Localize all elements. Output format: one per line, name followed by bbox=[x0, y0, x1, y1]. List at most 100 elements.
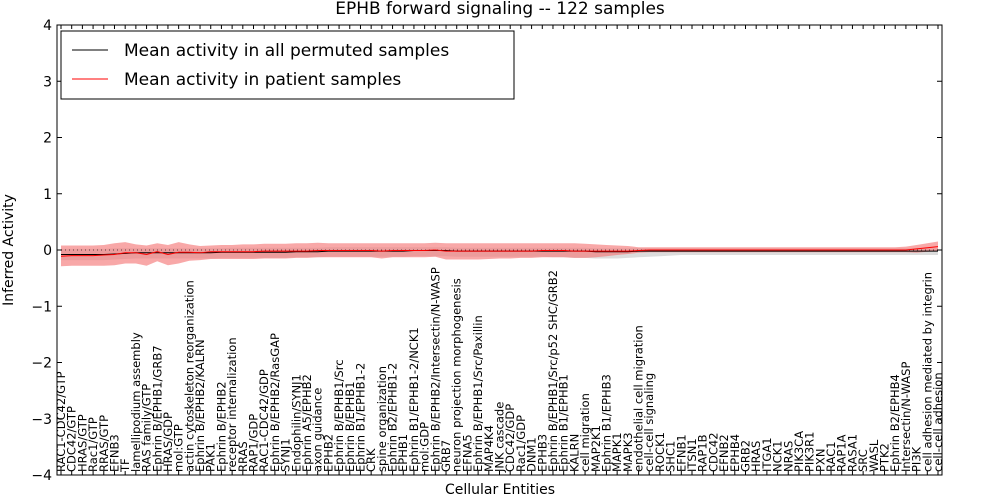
x-tick-label: Rac1/GTP bbox=[86, 417, 100, 472]
x-tick-label: EFNB1 bbox=[674, 434, 688, 472]
x-tick-label: NCK1 bbox=[771, 441, 785, 473]
x-tick-label: RAP1B bbox=[696, 434, 710, 472]
x-axis-label: Cellular Entities bbox=[445, 482, 555, 498]
x-tick-label: ITSN1 bbox=[685, 438, 699, 472]
x-tick-label: CRK bbox=[364, 448, 378, 472]
x-tick-label: actin cytoskeleton reorganization bbox=[182, 280, 196, 472]
x-tick-label: Ephrin B/EPHB2/KALRN bbox=[193, 339, 207, 472]
x-tick-label: EFNB3 bbox=[107, 434, 121, 472]
x-tick-label: Ephrin B/EPHB2/Intersectin/N-WASP bbox=[428, 267, 442, 472]
x-tick-label: spine organization bbox=[375, 366, 389, 472]
x-tick-label: CDC42/GDP bbox=[503, 404, 517, 472]
x-tick-label: MAPK3 bbox=[621, 432, 635, 472]
y-tick-label: 3 bbox=[43, 74, 52, 90]
x-tick-label: cell migration bbox=[578, 393, 592, 472]
x-tick-label: RAC1 bbox=[824, 441, 838, 472]
x-tick-label: RAS family/GTP bbox=[140, 384, 154, 472]
x-tick-label: ITGA1 bbox=[760, 437, 774, 472]
x-tick-label: Ephrin B1/EPHB1-2/NCK1 bbox=[407, 327, 421, 472]
x-tick-label: EFNA5 bbox=[460, 434, 474, 472]
x-tick-label: Ephrin B/EPHB2/RasGAP bbox=[268, 333, 282, 472]
x-tick-label: Ephrin B1/EPHB3 bbox=[599, 374, 613, 472]
y-tick-label: −1 bbox=[31, 299, 52, 315]
x-tick-label: Rac1/GDP bbox=[514, 415, 528, 472]
x-tick-label: SYNJ1 bbox=[279, 438, 293, 472]
x-tick-label: EPHB2 bbox=[321, 434, 335, 472]
x-tick-label: lamellipodium assembly bbox=[129, 332, 143, 472]
plot-area: RAC1-CDC42/GTPCDC42/GTPHRAS/GTPRac1/GTPR… bbox=[31, 18, 945, 484]
y-tick-label: −4 bbox=[31, 468, 52, 484]
x-tick-label: GRB2 bbox=[738, 440, 752, 472]
x-tick-label: ROCK1 bbox=[653, 432, 667, 472]
x-tick-label: Ephrin B2/EPHB1-2 bbox=[386, 363, 400, 472]
x-tick-label: HRAS bbox=[749, 441, 763, 472]
x-tick-label: cell-cell signaling bbox=[642, 373, 656, 472]
series-line-1 bbox=[60, 246, 939, 257]
x-tick-label: NRAS bbox=[781, 441, 795, 472]
x-tick-label: RRAS bbox=[236, 441, 250, 472]
x-tick-label: mol:GDP bbox=[418, 422, 432, 472]
x-tick-label: PIK3R1 bbox=[803, 432, 817, 473]
chart-title: EPHB forward signaling -- 122 samples bbox=[335, 0, 665, 19]
x-tick-label: GRB7 bbox=[439, 440, 453, 472]
x-tick-label: HRAS/GDP bbox=[161, 412, 175, 472]
x-tick-label: Ephrin B1/EPHB1-2 bbox=[353, 363, 367, 472]
x-tick-label: DNM1 bbox=[525, 437, 539, 472]
y-tick-label: 2 bbox=[43, 131, 52, 147]
x-tick-label: SRC bbox=[856, 449, 870, 472]
x-tick-label: cell adhesion mediated by integrin bbox=[920, 272, 934, 472]
x-tick-label: PI3K bbox=[910, 446, 924, 472]
x-tick-label: cell-cell adhesion bbox=[931, 372, 945, 472]
x-tick-label: MAP4K4 bbox=[482, 425, 496, 472]
x-tick-label: EFNB2 bbox=[717, 434, 731, 472]
x-tick-label: neuron projection morphogenesis bbox=[450, 278, 464, 472]
x-tick-label: RAP1/GDP bbox=[247, 414, 261, 472]
x-tick-label: Ephrin B/EPHB1/Src/Paxillin bbox=[471, 315, 485, 472]
x-tick-label: PIK3CA bbox=[792, 431, 806, 472]
x-tick-label: KALRN bbox=[567, 434, 581, 472]
x-tick-label: mol:GTP bbox=[172, 424, 186, 472]
x-tick-label: Ephrin B/EPHB2 bbox=[214, 381, 228, 472]
x-tick-label: EPHB3 bbox=[535, 434, 549, 472]
x-tick-label: MAP2K1 bbox=[589, 425, 603, 472]
y-tick-label: −3 bbox=[31, 412, 52, 428]
x-tick-label: EPHB4 bbox=[728, 434, 742, 472]
x-tick-label: PTK2 bbox=[878, 443, 892, 472]
x-tick-label: PAK1 bbox=[204, 443, 218, 472]
x-tick-label: Ephrin B/EPHB1/Src/p52 SHC/GRB2 bbox=[546, 270, 560, 472]
x-tick-label: SHC1 bbox=[664, 441, 678, 472]
x-tick-label: TF bbox=[118, 458, 132, 473]
x-tick-label: Ephrin B1/EPHB1 bbox=[557, 374, 571, 472]
x-tick-label: Ephrin B/EPHB1/Src bbox=[332, 359, 346, 472]
x-tick-label: receptor internalization bbox=[225, 337, 239, 472]
x-tick-label: RASA1 bbox=[845, 434, 859, 472]
x-tick-label: RAP1A bbox=[835, 434, 849, 472]
x-tick-label: JNK cascade bbox=[493, 402, 507, 473]
x-tick-label: Endophilin/SYNJ1 bbox=[289, 374, 303, 472]
x-tick-label: Intersectin/N-WASP bbox=[899, 362, 913, 472]
x-tick-label: CDC42/GTP bbox=[65, 406, 79, 472]
x-tick-label: Ephrin B/EPHB1/GRB7 bbox=[150, 345, 164, 472]
x-tick-label: RAC1-CDC42/GDP bbox=[257, 369, 271, 472]
legend-label-0: Mean activity in all permuted samples bbox=[124, 41, 449, 61]
x-tick-label: MAPK1 bbox=[610, 432, 624, 472]
legend: Mean activity in all permuted samples Mea… bbox=[60, 30, 515, 100]
x-tick-label: EPHB1 bbox=[396, 434, 410, 472]
x-tick-label: Ephrin B2/EPHB4 bbox=[888, 374, 902, 472]
x-tick-label: HRAS/GTP bbox=[75, 414, 89, 472]
x-tick-label: WASL bbox=[867, 439, 881, 472]
legend-box bbox=[60, 30, 515, 100]
y-axis-label: Inferred Activity bbox=[1, 194, 17, 306]
x-tick-label: axon guidance bbox=[311, 388, 325, 472]
x-tick-label: Ephrin B/EPHB1 bbox=[343, 381, 357, 472]
y-tick-label: −2 bbox=[31, 356, 52, 372]
x-tick-label: CDC42 bbox=[706, 432, 720, 472]
y-tick-label: 0 bbox=[43, 243, 52, 259]
x-tick-label: Ephrin A5/EPHB2 bbox=[300, 374, 314, 472]
x-tick-label: endothelial cell migration bbox=[632, 325, 646, 472]
y-tick-label: 1 bbox=[43, 187, 52, 203]
y-tick-label: 4 bbox=[43, 18, 52, 34]
legend-label-1: Mean activity in patient samples bbox=[124, 70, 401, 90]
band-series-1 bbox=[61, 241, 938, 267]
